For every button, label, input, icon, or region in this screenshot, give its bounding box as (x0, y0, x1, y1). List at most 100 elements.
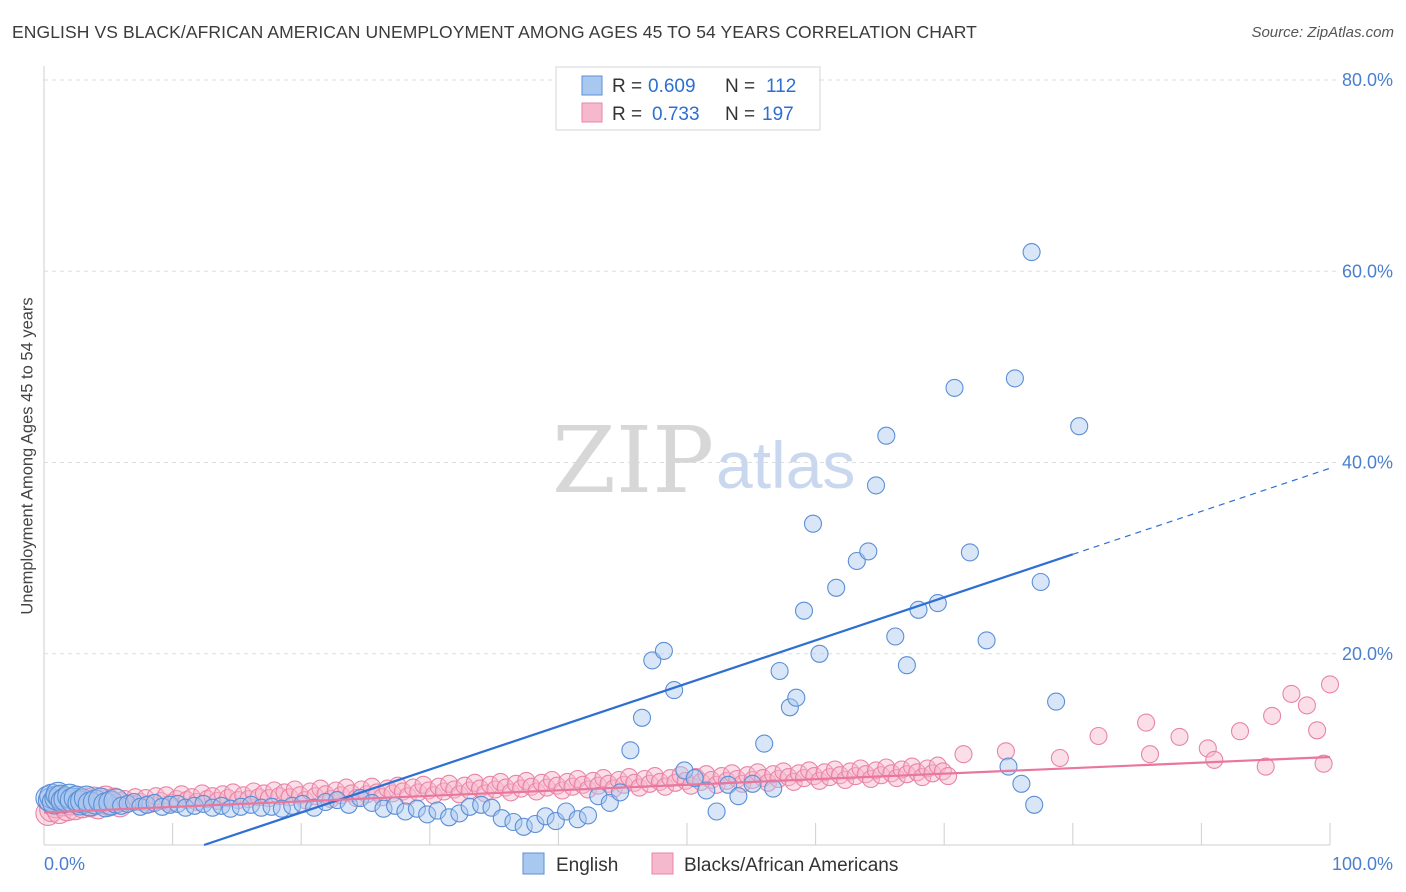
english-point-77 (675, 761, 694, 780)
english-point-32 (194, 794, 213, 813)
english-point-28 (160, 795, 180, 814)
black-point-191 (1308, 721, 1327, 740)
english-point-63 (526, 814, 545, 834)
x-tick-label-max: 100.0% (1332, 854, 1393, 874)
legend-r-value-english: 0.609 (648, 76, 696, 97)
legend-swatch-black (581, 102, 603, 123)
black-point-140 (738, 766, 757, 785)
correlation-legend: R = 0.609 N = 112 R = 0.733 N = 197 (555, 66, 821, 131)
english-point-75 (654, 641, 673, 660)
bottom-legend-label-black: Blacks/African Americans (684, 855, 898, 876)
english-point-40 (272, 799, 291, 818)
english-point-105 (1022, 243, 1041, 262)
black-point-155 (815, 763, 834, 782)
english-point-53 (418, 805, 437, 824)
black-point-193 (1140, 745, 1160, 764)
y-tick-label-0: 20.0% (1342, 644, 1393, 664)
english-point-64 (536, 807, 555, 826)
legend-r-value-black: 0.733 (652, 104, 700, 125)
black-point-163 (856, 765, 875, 784)
series-legend: English Blacks/African Americans (522, 852, 898, 876)
black-point-189 (1282, 684, 1301, 703)
english-point-85 (764, 779, 783, 798)
english-point-98 (897, 656, 916, 675)
black-point-154 (810, 771, 829, 790)
english-point-61 (504, 812, 523, 832)
black-point-188 (1263, 706, 1282, 725)
english-point-107 (1047, 692, 1066, 711)
english-point-51 (396, 802, 415, 821)
legend-swatch-english (581, 75, 603, 96)
english-point-82 (729, 787, 748, 806)
english-point-111 (1025, 795, 1044, 814)
english-point-90 (803, 514, 823, 533)
black-point-190 (1297, 696, 1316, 715)
english-point-60 (492, 809, 511, 828)
english-point-24 (131, 797, 150, 816)
x-tick-label-min: 0.0% (44, 854, 85, 874)
english-point-109 (999, 757, 1018, 776)
english-point-94 (859, 542, 878, 561)
black-point-158 (830, 766, 850, 785)
black-point-174 (913, 768, 932, 787)
y-tick-label-1: 40.0% (1342, 453, 1393, 473)
legend-r-label-black: R = (612, 104, 642, 125)
english-point-33 (203, 798, 222, 817)
y-tick-label-2: 60.0% (1342, 261, 1393, 281)
legend-n-value-black: 197 (762, 104, 794, 125)
black-point-185 (1170, 727, 1189, 746)
black-point-149 (784, 772, 803, 791)
legend-r-label-english: R = (612, 76, 642, 97)
english-point-91 (810, 644, 829, 663)
english-point-54 (428, 801, 447, 820)
black-point-168 (882, 764, 901, 783)
black-point-150 (789, 764, 808, 783)
bottom-legend-swatch-english (522, 852, 545, 875)
english-point-81 (719, 775, 738, 794)
black-point-30 (172, 785, 191, 804)
black-point-184 (1137, 713, 1156, 732)
bottom-legend-label-english: English (556, 855, 618, 876)
watermark-zip: ZIP (552, 407, 714, 514)
black-point-195 (1256, 757, 1275, 776)
black-point-181 (996, 742, 1015, 761)
english-point-86 (770, 661, 789, 681)
bottom-legend-swatch-black (651, 852, 674, 875)
trend-line-black (43, 755, 1331, 814)
y-tick-labels: 20.0% 40.0% 60.0% 80.0% (1342, 70, 1393, 664)
trend-line-english-extension (1072, 467, 1331, 555)
black-point-186 (1198, 739, 1217, 758)
black-point-196 (1314, 754, 1333, 773)
black-point-130 (686, 768, 706, 787)
black-point-165 (866, 761, 886, 780)
english-point-108 (1070, 417, 1089, 436)
black-point-164 (861, 769, 880, 789)
english-point-67 (568, 810, 587, 829)
english-point-52 (407, 799, 426, 818)
black-point-175 (918, 759, 937, 778)
english-point-72 (621, 741, 640, 760)
english-point-84 (755, 734, 774, 753)
english-point-49 (374, 799, 393, 818)
black-point-179 (939, 767, 958, 786)
black-point-182 (1050, 748, 1069, 768)
english-point-92 (827, 578, 846, 597)
english-point-104 (1005, 369, 1024, 388)
black-point-183 (1089, 726, 1108, 746)
legend-n-label-english: N = (725, 76, 755, 97)
english-point-57 (460, 797, 479, 816)
black-point-58 (316, 785, 335, 804)
trend-lines (43, 467, 1331, 847)
english-point-55 (440, 808, 459, 827)
gridlines (43, 79, 1338, 845)
english-point-58 (472, 795, 491, 814)
english-point-101 (945, 378, 964, 397)
y-tick-label-3: 80.0% (1342, 70, 1393, 90)
black-point-169 (887, 769, 906, 788)
english-point-62 (514, 817, 533, 836)
english-point-106 (1031, 572, 1050, 592)
legend-n-value-english: 112 (766, 76, 796, 97)
english-point-88 (787, 688, 806, 707)
english-point-73 (632, 708, 652, 727)
black-point-187 (1230, 722, 1250, 741)
